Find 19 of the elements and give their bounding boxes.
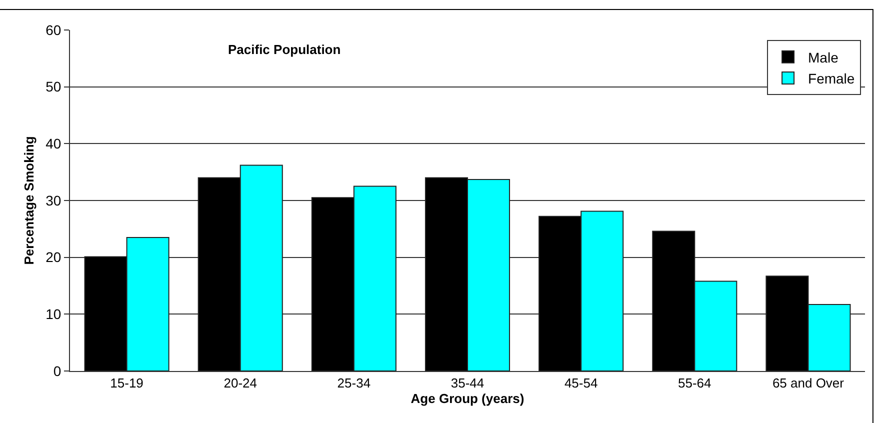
y-tick-label: 30	[46, 192, 62, 208]
x-tick-label: 20-24	[224, 376, 257, 391]
y-tick-label: 50	[46, 78, 62, 95]
x-tick-label: 35-44	[450, 376, 484, 391]
y-axis-title: Percentage Smoking	[22, 136, 37, 265]
x-tick-label: 25-34	[337, 376, 371, 391]
x-tick-label: 15-19	[110, 376, 144, 391]
x-tick-label: 45-54	[564, 376, 598, 391]
y-tick-label: 0	[53, 362, 62, 379]
x-axis-title: Age Group (years)	[410, 391, 524, 406]
text: Pacific Population	[228, 42, 341, 57]
y-tick-label: 60	[46, 22, 62, 38]
y-tick-label: 40	[46, 136, 62, 152]
y-tick-label: 10	[46, 306, 62, 322]
legend-label: Male	[808, 49, 839, 66]
x-tick-label: 55-64	[678, 376, 712, 391]
y-tick-label: 20	[46, 249, 62, 266]
legend-label: Female	[808, 70, 855, 86]
x-tick-label: 65 and Over	[772, 376, 845, 391]
